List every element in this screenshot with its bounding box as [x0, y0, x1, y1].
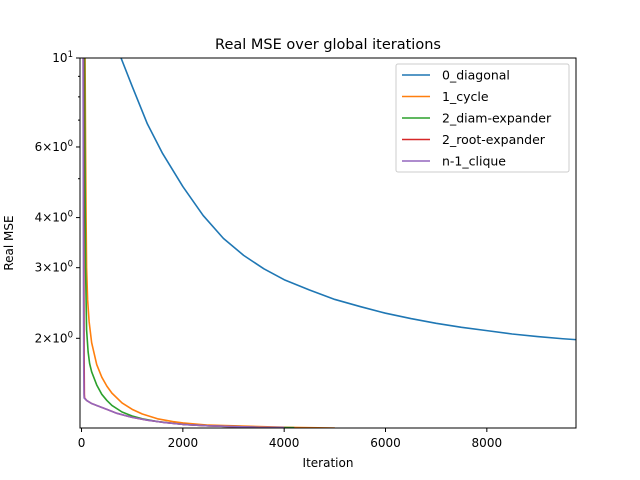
x-axis-label: Iteration — [303, 456, 354, 470]
x-tick-label: 0 — [78, 436, 86, 450]
x-tick-label: 4000 — [269, 436, 300, 450]
series-line-3 — [82, 58, 285, 428]
legend-label-2: 2_diam-expander — [442, 111, 552, 126]
x-tick-label: 2000 — [168, 436, 199, 450]
plot-frame — [79, 57, 577, 429]
series-line-2 — [83, 58, 295, 428]
legend-label-3: 2_root-expander — [442, 132, 546, 147]
legend-label-0: 0_diagonal — [442, 68, 510, 83]
y-tick-label: 6×100 — [35, 139, 73, 154]
x-axis: 0 2000 4000 6000 8000 — [78, 428, 502, 450]
y-tick-label: 4×100 — [35, 210, 73, 225]
y-tick-label: 2×100 — [35, 330, 73, 345]
y-tick-label: 101 — [52, 50, 73, 65]
series-layer — [82, 58, 576, 428]
series-line-1 — [84, 58, 335, 428]
x-tick-label: 6000 — [370, 436, 401, 450]
legend-label-4: n-1_clique — [442, 154, 506, 169]
legend-label-1: 1_cycle — [442, 89, 489, 104]
series-line-0 — [120, 58, 576, 341]
legend: 0_diagonal 1_cycle 2_diam-expander 2_root-e… — [395, 63, 570, 173]
series-line-4 — [82, 58, 285, 428]
chart-title: Real MSE over global iterations — [215, 37, 441, 53]
y-axis: 101 6×100 4×100 3×100 2×100 — [35, 50, 80, 345]
legend-frame — [395, 63, 570, 173]
y-axis-label: Real MSE — [2, 215, 16, 270]
y-tick-label: 3×100 — [35, 260, 73, 275]
x-tick-label: 8000 — [472, 436, 503, 450]
